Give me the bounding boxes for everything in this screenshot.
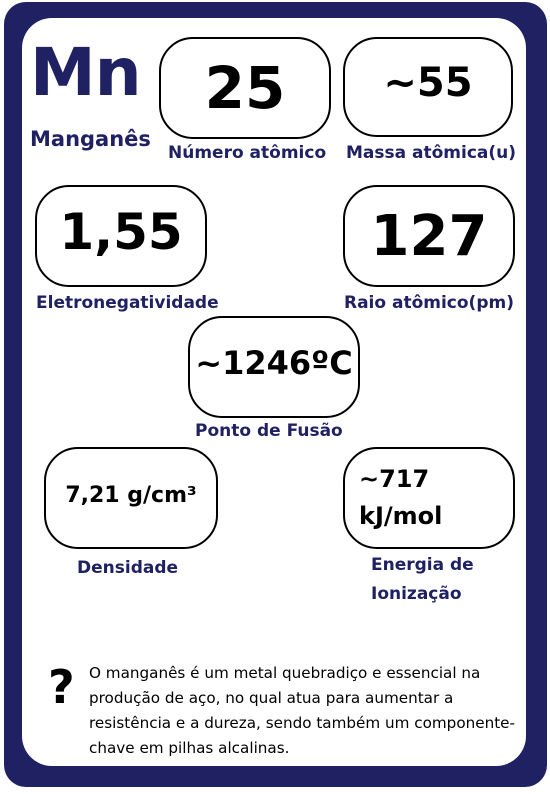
electronegativity-box: 1,55 [35, 185, 207, 287]
density-box: 7,21 g/cm³ [44, 447, 218, 549]
ionization-energy-value-number: ~717 [359, 465, 430, 493]
density-value: 7,21 g/cm³ [65, 482, 197, 508]
density-label: Densidade [77, 558, 179, 578]
atomic-radius-label: Raio atômico(pm) [344, 293, 514, 313]
element-name: Manganês [30, 127, 151, 151]
ionization-energy-value-unit: kJ/mol [359, 502, 443, 530]
melting-point-label: Ponto de Fusão [195, 421, 343, 441]
ionization-energy-label-line2: Ionização [371, 584, 462, 604]
melting-point-value: ~1246ºC [195, 344, 353, 382]
question-mark-icon: ? [48, 660, 75, 714]
atomic-mass-label: Massa atômica(u) [346, 143, 517, 163]
element-symbol: Mn [30, 34, 142, 111]
atomic-number-value: 25 [204, 54, 286, 122]
atomic-radius-value: 127 [370, 203, 488, 269]
atomic-mass-box: ~55 [343, 37, 513, 137]
melting-point-box: ~1246ºC [188, 316, 360, 418]
atomic-number-label: Número atômico [168, 143, 327, 163]
ionization-energy-box: ~717 kJ/mol [343, 447, 515, 549]
ionization-energy-label-line1: Energia de [371, 555, 474, 575]
electronegativity-value: 1,55 [59, 203, 183, 261]
atomic-number-box: 25 [159, 37, 331, 139]
element-description: O manganês é um metal quebradiço e essen… [89, 664, 515, 757]
atomic-radius-box: 127 [343, 185, 515, 287]
atomic-mass-value: ~55 [383, 60, 473, 106]
electronegativity-label: Eletronegatividade [36, 293, 219, 313]
